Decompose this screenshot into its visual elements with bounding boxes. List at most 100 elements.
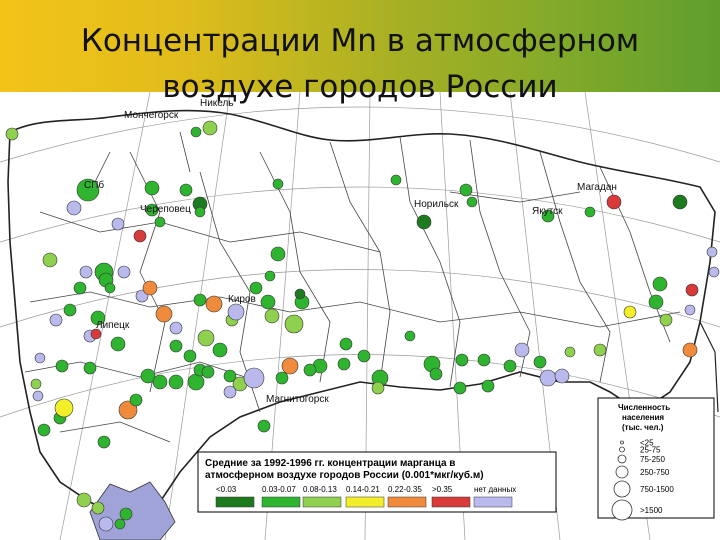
legend-class-label: 0.08-0.13 [303, 485, 337, 494]
city-marker [455, 353, 469, 367]
city-marker [459, 183, 473, 197]
city-marker [706, 246, 718, 258]
city-marker [652, 276, 668, 292]
city-marker [83, 361, 97, 375]
population-class-circle [613, 480, 631, 498]
city-marker [152, 374, 168, 390]
city-marker [104, 282, 116, 294]
city-marker [606, 194, 622, 210]
city-label-yakutsk: Якутск [532, 206, 563, 217]
population-legend-title-2: населения [622, 413, 664, 422]
city-marker [371, 381, 385, 395]
city-marker [110, 336, 126, 352]
city-marker [294, 288, 306, 300]
city-label-magnitogorsk: Магнитогорск [266, 394, 329, 405]
city-marker [187, 373, 205, 391]
city-marker [169, 339, 183, 353]
population-class-circle [611, 499, 633, 521]
city-marker [91, 501, 105, 515]
city-label-cherepovets: Череповец [140, 204, 191, 215]
city-marker [205, 295, 223, 313]
city-marker [129, 393, 143, 407]
city-marker [212, 342, 228, 358]
city-label-norilsk: Норильск [414, 199, 459, 210]
city-marker [481, 379, 495, 393]
city-marker [339, 337, 353, 351]
city-marker [357, 349, 371, 363]
city-label-kirov: Киров [228, 294, 256, 305]
city-marker [275, 371, 289, 385]
city-marker [682, 342, 698, 358]
city-marker [227, 303, 245, 321]
city-marker [63, 303, 77, 317]
city-marker [708, 266, 720, 278]
title-banner [0, 0, 720, 92]
legend-title-line-1: Средние за 1992-1996 гг. концентрации ма… [205, 458, 455, 469]
russia-map: Мончегорск Никель СПб Череповец Липецк К… [0, 92, 720, 540]
city-marker [155, 305, 173, 323]
east-coast [699, 321, 719, 413]
city-marker [264, 270, 276, 282]
city-marker [144, 180, 160, 196]
city-marker [539, 369, 557, 387]
city-marker [593, 343, 607, 357]
city-marker [466, 196, 478, 208]
city-marker [223, 385, 237, 399]
city-marker [154, 216, 166, 228]
legend-class-label: >0.35 [432, 485, 453, 494]
legend-class-swatch [387, 496, 427, 508]
country-outline [7, 109, 716, 518]
legend-class-swatch [302, 496, 342, 508]
city-label-magadan: Магадан [577, 182, 617, 193]
population-class-label: 250-750 [640, 468, 670, 477]
city-marker [133, 229, 147, 243]
city-marker [118, 400, 138, 420]
population-legend-title-3: (тыс. чел.) [622, 423, 664, 432]
city-marker [66, 200, 82, 216]
population-legend-box [597, 397, 715, 519]
city-marker [79, 265, 93, 279]
city-marker [30, 378, 42, 390]
city-marker [453, 381, 467, 395]
legend-class-label: <0.03 [216, 485, 237, 494]
city-marker [390, 174, 402, 186]
region-borders [24, 131, 681, 443]
city-marker [541, 209, 555, 223]
city-marker [119, 507, 133, 521]
population-class-label: <25 [640, 439, 654, 448]
city-marker [270, 246, 286, 262]
city-marker [272, 178, 284, 190]
population-class-circle [617, 454, 627, 464]
concentration-legend: Средние за 1992-1996 гг. концентрации ма… [197, 451, 557, 513]
city-marker [90, 310, 106, 326]
city-marker [284, 314, 304, 334]
legend-class-swatch [345, 496, 385, 508]
population-class-label: >1500 [640, 506, 663, 515]
city-marker [111, 217, 125, 231]
city-marker [145, 203, 159, 217]
city-marker [197, 329, 215, 347]
city-marker [183, 349, 197, 363]
city-marker [429, 367, 443, 381]
city-marker [201, 365, 215, 379]
city-marker [37, 423, 51, 437]
legend-class-label: 0.03-0.07 [262, 485, 296, 494]
city-marker [179, 183, 193, 197]
legend-class-swatch [431, 496, 471, 508]
city-marker [503, 359, 517, 373]
city-marker [169, 321, 183, 335]
city-marker [584, 206, 596, 218]
city-marker [243, 367, 265, 389]
title-line-1: Концентрации Mn в атмосферном [80, 23, 640, 59]
city-markers [5, 120, 720, 532]
city-marker [142, 280, 158, 296]
population-class-circle [620, 440, 624, 445]
city-marker [202, 120, 218, 136]
city-marker [264, 308, 280, 324]
city-marker [684, 304, 696, 316]
city-marker [554, 368, 570, 384]
population-legend: Численность населения (тыс. чел.) <2525-… [597, 397, 715, 521]
city-marker [34, 352, 46, 364]
city-marker [648, 294, 664, 310]
